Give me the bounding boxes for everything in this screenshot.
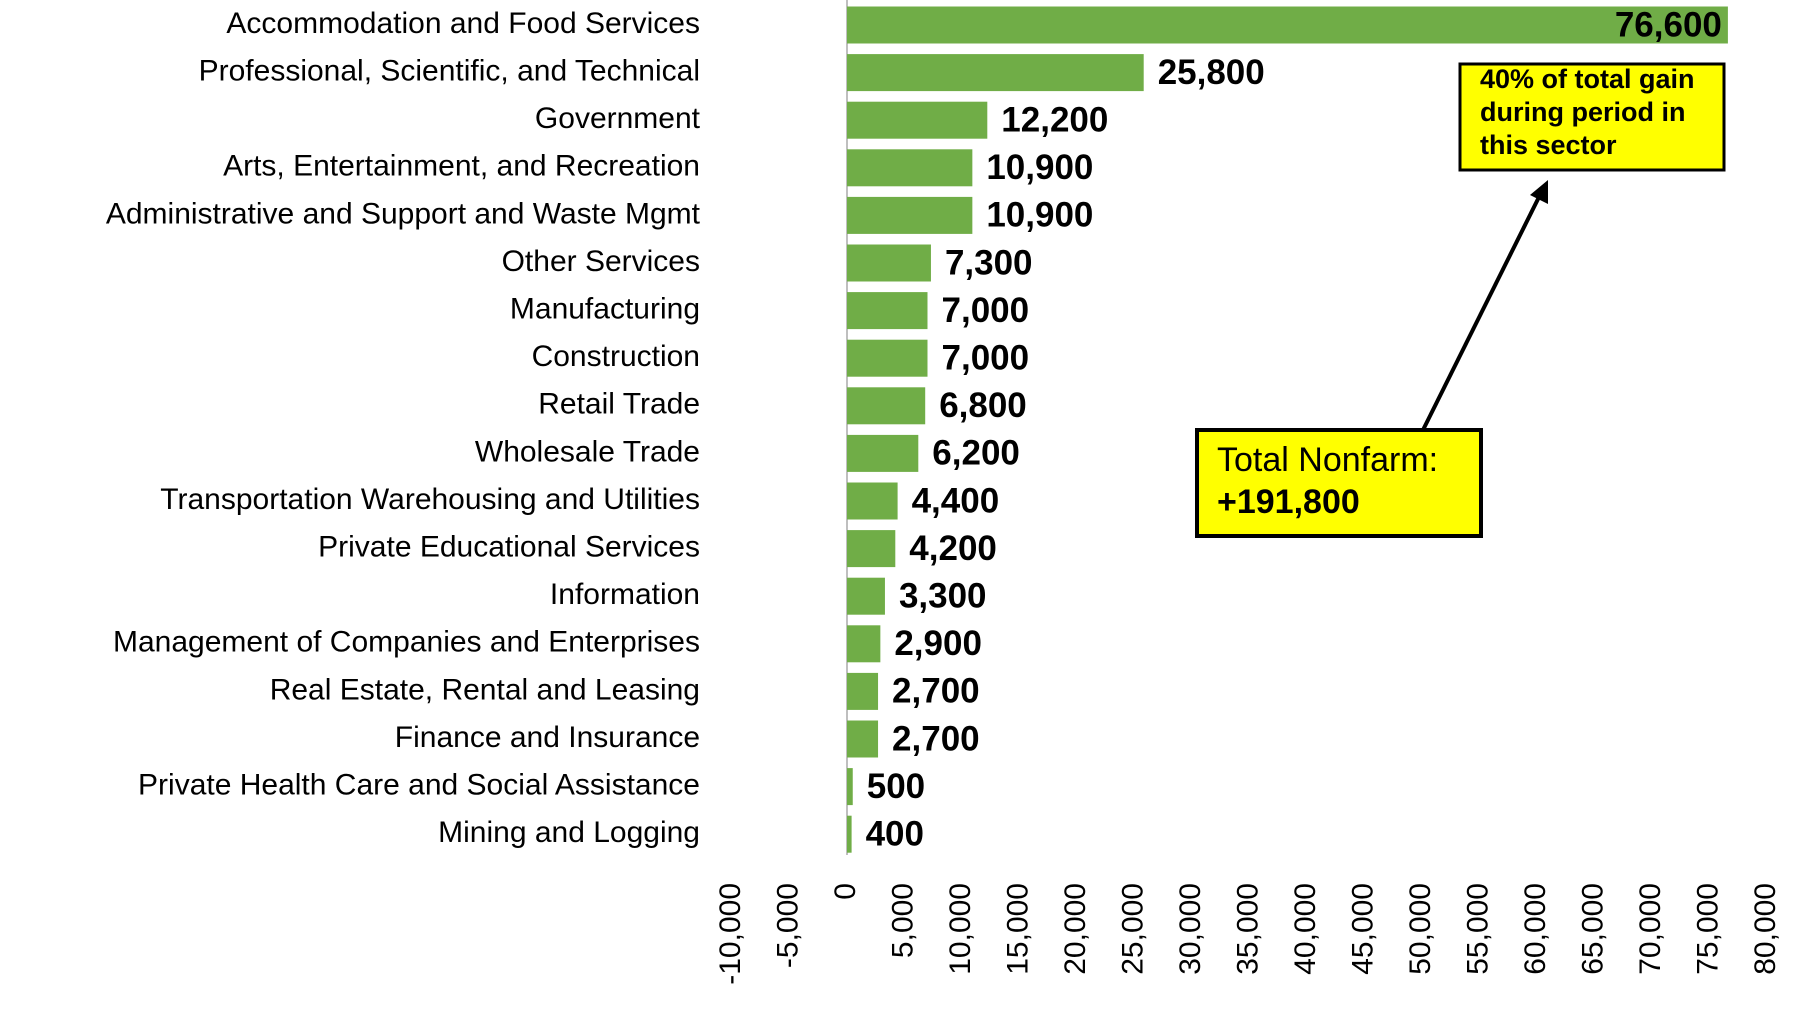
bar	[847, 530, 896, 568]
y-tick-label: Information	[550, 578, 700, 611]
annotation-box	[1458, 62, 1726, 172]
y-tick-label: Finance and Insurance	[395, 721, 700, 754]
value-label: 2,700	[892, 719, 980, 758]
y-tick-label: Government	[535, 102, 701, 135]
bar	[847, 672, 879, 710]
annotation-arrow	[1421, 194, 1542, 431]
y-tick-label: Real Estate, Rental and Leasing	[270, 673, 700, 706]
y-tick-label: Private Health Care and Social Assistanc…	[138, 769, 700, 802]
x-tick-label: 65,000	[1576, 883, 1609, 975]
x-tick-label: 0	[829, 883, 862, 900]
bar	[847, 196, 973, 234]
y-tick-label: Transportation Warehousing and Utilities	[160, 483, 700, 516]
x-tick-label: 20,000	[1059, 883, 1092, 975]
annotation-text: this sector	[1480, 130, 1617, 160]
y-tick-label: Administrative and Support and Waste Mgm…	[106, 197, 701, 230]
value-label: 7,000	[942, 338, 1030, 377]
bar	[847, 434, 919, 472]
annotation-text: Total Nonfarm:	[1217, 441, 1438, 479]
x-tick-label: 75,000	[1691, 883, 1724, 975]
value-label: 10,900	[986, 196, 1093, 235]
y-tick-label: Wholesale Trade	[475, 435, 700, 468]
y-tick-label: Private Educational Services	[318, 531, 700, 564]
annotation-text: +191,800	[1217, 483, 1360, 521]
x-tick-label: 80,000	[1749, 883, 1782, 975]
x-tick-label: 15,000	[1001, 883, 1034, 975]
value-label: 4,400	[912, 481, 1000, 520]
y-tick-label: Manufacturing	[510, 293, 700, 326]
bar	[847, 339, 928, 377]
value-label: 6,800	[939, 386, 1027, 425]
x-tick-label: 55,000	[1461, 883, 1494, 975]
bar	[847, 101, 988, 139]
annotation-text: during period in	[1480, 97, 1685, 127]
bar	[847, 768, 853, 806]
x-tick-label: 25,000	[1116, 883, 1149, 975]
x-tick-label: 50,000	[1404, 883, 1437, 975]
bar	[847, 244, 931, 282]
y-tick-label: Other Services	[502, 245, 700, 278]
value-label: 7,000	[942, 291, 1030, 330]
x-tick-label: 30,000	[1174, 883, 1207, 975]
bar	[847, 387, 926, 425]
value-label: 12,200	[1001, 100, 1108, 139]
y-tick-label: Construction	[532, 340, 700, 373]
y-tick-label: Professional, Scientific, and Technical	[199, 55, 700, 88]
value-label: 7,300	[945, 243, 1033, 282]
x-tick-label: 10,000	[944, 883, 977, 975]
bar	[847, 292, 928, 330]
bar	[847, 482, 898, 520]
x-tick-label: 40,000	[1289, 883, 1322, 975]
x-tick-label: 5,000	[886, 883, 919, 958]
arrow-head	[1530, 180, 1548, 204]
x-tick-label: 45,000	[1346, 883, 1379, 975]
y-tick-label: Arts, Entertainment, and Recreation	[223, 150, 700, 183]
bar	[847, 54, 1144, 92]
x-tick-label: 60,000	[1519, 883, 1552, 975]
x-tick-label: -5,000	[771, 883, 804, 968]
value-label: 2,900	[894, 624, 982, 663]
value-label: 500	[867, 767, 925, 806]
y-tick-label: Retail Trade	[538, 388, 700, 421]
annotation-text: 40% of total gain	[1480, 64, 1695, 94]
value-label: 76,600	[1615, 5, 1722, 44]
value-label: 6,200	[932, 434, 1020, 473]
value-label: 3,300	[899, 576, 987, 615]
bar	[847, 149, 973, 187]
value-label: 10,900	[986, 148, 1093, 187]
y-tick-label: Accommodation and Food Services	[226, 7, 700, 40]
value-label: 4,200	[909, 529, 997, 568]
bar	[847, 720, 879, 758]
bar	[847, 577, 885, 615]
x-tick-label: -10,000	[714, 883, 747, 985]
x-tick-label: 70,000	[1634, 883, 1667, 975]
bar	[847, 625, 881, 663]
value-label: 2,700	[892, 672, 980, 711]
annotation-box	[1195, 428, 1483, 538]
bar	[847, 815, 852, 853]
y-tick-label: Management of Companies and Enterprises	[113, 626, 700, 659]
value-label: 25,800	[1158, 53, 1265, 92]
bar	[847, 6, 1728, 44]
x-tick-label: 35,000	[1231, 883, 1264, 975]
value-label: 400	[866, 814, 924, 853]
y-tick-label: Mining and Logging	[438, 816, 700, 849]
